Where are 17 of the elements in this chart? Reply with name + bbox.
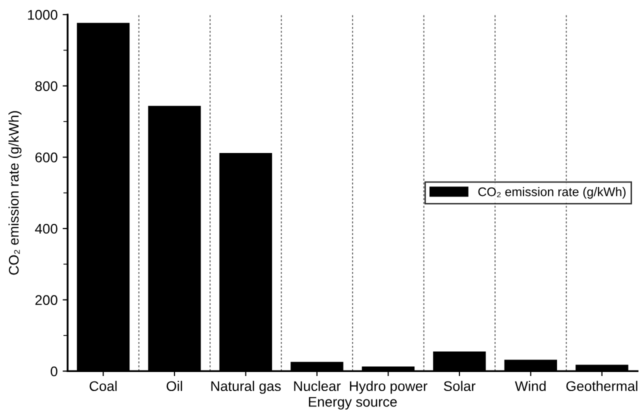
- y-tick-label: 400: [35, 224, 58, 234]
- x-tick-label: Solar: [444, 380, 476, 392]
- x-tick-label: Oil: [166, 380, 182, 392]
- y-tick-label: 600: [35, 152, 58, 162]
- x-axis-title: Energy source: [308, 397, 397, 410]
- x-tick-label: Coal: [90, 380, 117, 392]
- y-tick-label: 0: [50, 366, 58, 376]
- y-tick-label: 200: [35, 295, 58, 305]
- x-tick-label: Nuclear: [294, 380, 341, 392]
- legend-label: CO₂ emission rate (g/kWh): [478, 187, 626, 199]
- x-tick-label: Natural gas: [211, 380, 281, 394]
- y-tick-label: 800: [35, 81, 58, 92]
- y-axis-title: CO₂ emission rate (g/kWh): [8, 111, 22, 275]
- x-tick-label: Geothermal: [566, 380, 638, 392]
- x-tick-label: Hydro power: [350, 380, 428, 394]
- x-tick-label: Wind: [514, 380, 546, 392]
- y-tick-label: 1000: [28, 10, 58, 20]
